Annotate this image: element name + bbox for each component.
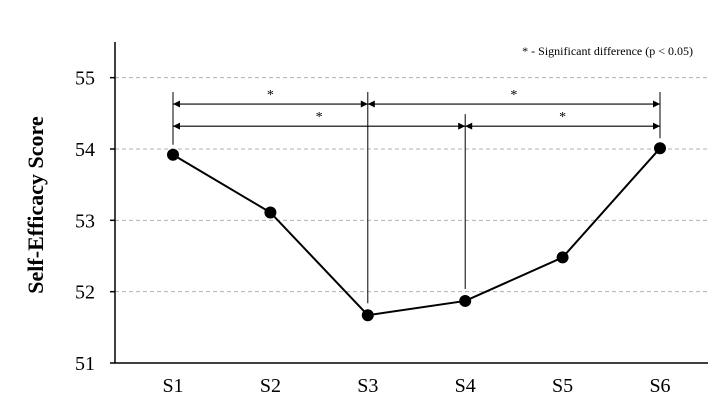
y-tick-label: 54: [75, 139, 95, 161]
y-tick-label: 53: [75, 210, 95, 232]
x-tick-label: S6: [649, 375, 670, 397]
x-tick-label: S4: [455, 375, 476, 397]
significance-brackets: * * * *: [172, 88, 661, 304]
axes: [110, 42, 708, 364]
bracket-arrow-right: [458, 122, 466, 130]
x-tick-label: S2: [260, 375, 281, 397]
significance-star: *: [510, 88, 517, 103]
y-tick-label: 55: [75, 68, 95, 90]
x-tick-label: S1: [162, 375, 183, 397]
bracket-arrow-left: [173, 100, 180, 108]
y-tick-label: 52: [75, 282, 95, 304]
y-axis-label: Self-Efficacy Score: [23, 116, 48, 294]
significance-star: *: [559, 110, 566, 125]
bracket-arrow-right: [360, 100, 368, 108]
bracket-arrow-right: [653, 100, 660, 108]
x-tick-label: S5: [552, 375, 573, 397]
significance-star: *: [316, 110, 323, 125]
bracket-arrow-left: [367, 100, 375, 108]
bracket-arrow-left: [173, 122, 180, 130]
significance-note: * - Significant difference (p < 0.05): [522, 44, 693, 58]
bracket-arrow-left: [465, 122, 473, 130]
data-point-S1: [167, 148, 179, 161]
bracket-arrow-right: [653, 122, 660, 130]
data-point-S5: [556, 251, 569, 264]
grid-lines: [115, 77, 708, 293]
data-point-S4: [459, 294, 472, 307]
data-point-S6: [654, 142, 666, 155]
series-line: [172, 147, 661, 317]
x-tick-label: S3: [357, 375, 378, 397]
significance-star: *: [267, 88, 274, 103]
chart-labels: Self-Efficacy Score * - Significant diff…: [23, 44, 693, 397]
data-series: [167, 142, 666, 322]
data-point-S2: [264, 206, 277, 219]
y-tick-label: 51: [75, 353, 95, 375]
data-point-S3: [361, 309, 374, 322]
